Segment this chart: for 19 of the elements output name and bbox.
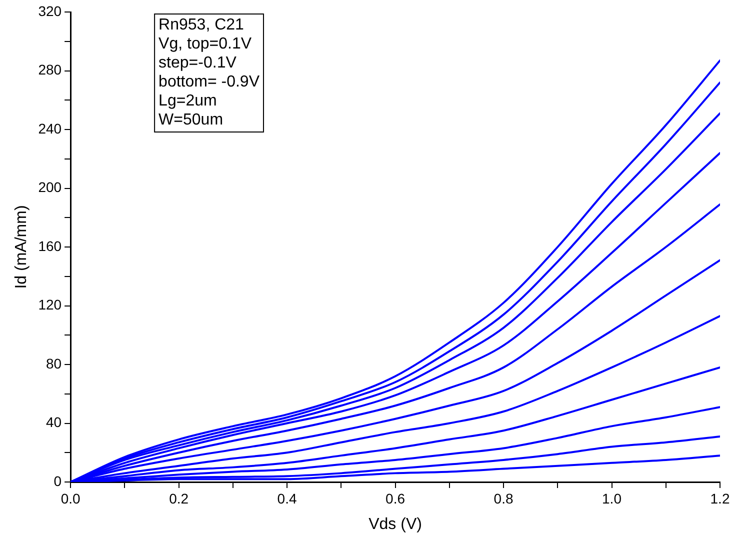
y-tick-label: 200 [38, 179, 62, 196]
y-tick-label: 320 [38, 2, 62, 19]
y-tick-label: 120 [38, 296, 62, 313]
x-axis-title: Vds (V) [368, 516, 422, 533]
x-tick-label: 0.6 [386, 490, 406, 506]
y-axis-title: Id (mA/mm) [13, 205, 30, 289]
y-tick-label: 240 [38, 120, 62, 136]
x-tick-label: 1.0 [602, 490, 622, 506]
y-tick-label: 0 [54, 472, 62, 489]
x-tick-label: 1.2 [710, 490, 730, 506]
x-tick-label: 0.0 [60, 490, 80, 506]
y-tick-label: 280 [38, 62, 62, 78]
y-tick-label: 80 [46, 355, 62, 372]
x-tick-label: 0.2 [169, 490, 189, 506]
y-tick-label: 40 [46, 414, 62, 430]
x-tick-label: 0.8 [494, 490, 514, 506]
x-tick-label: 0.4 [277, 490, 297, 506]
annotation: Rn953, C21 Vg, top=0.1V step=-0.1V bottom= -0.9V Lg=2um W=50um [158, 16, 260, 128]
y-tick-label: 160 [38, 238, 62, 254]
